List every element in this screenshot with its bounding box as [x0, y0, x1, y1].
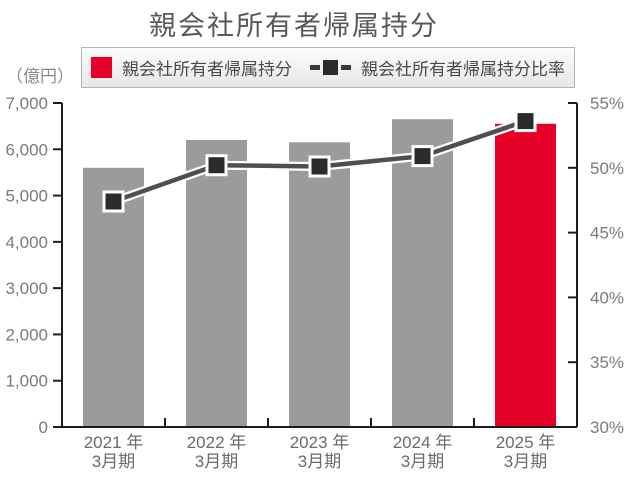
- right-axis-tick-label: 55%: [590, 94, 624, 113]
- left-axis-tick-label: 1,000: [5, 372, 48, 391]
- x-axis-label: 2022 年 3月期: [187, 433, 247, 471]
- left-axis-tick-label: 2,000: [5, 325, 48, 344]
- x-axis-label: 2025 年 3月期: [496, 433, 556, 471]
- ratio-marker-2021: [102, 190, 125, 213]
- left-axis-tick-label: 5,000: [5, 187, 48, 206]
- chart-title: 親会社所有者帰属持分: [149, 11, 439, 41]
- legend: 親会社所有者帰属持分 親会社所有者帰属持分比率: [81, 47, 575, 88]
- right-axis-tick-label: 35%: [590, 353, 624, 372]
- bar-2025: [495, 123, 556, 428]
- legend-line-label: 親会社所有者帰属持分比率: [361, 60, 565, 79]
- right-axis-tick-label: 45%: [590, 224, 624, 243]
- left-axis-tick-label: 7,000: [5, 94, 48, 113]
- right-axis-tick-label: 30%: [590, 418, 624, 437]
- ratio-marker-2024: [411, 145, 434, 168]
- left-axis-unit-label: （億円）: [6, 67, 74, 86]
- right-axis-tick-label: 40%: [590, 288, 624, 307]
- left-axis-tick-label: 6,000: [5, 140, 48, 159]
- legend-bar-label: 親会社所有者帰属持分: [122, 60, 292, 79]
- ratio-marker-2025: [514, 110, 537, 133]
- legend-dash-icon: [310, 65, 320, 70]
- ratio-marker-2022: [205, 154, 228, 177]
- left-axis-tick-label: 4,000: [5, 233, 48, 252]
- right-axis-tick-label: 50%: [590, 159, 624, 178]
- x-axis-label: 2021 年 3月期: [84, 433, 144, 471]
- x-axis-label: 2023 年 3月期: [290, 433, 350, 471]
- x-axis-label: 2024 年 3月期: [393, 433, 453, 471]
- legend-bar-swatch: [91, 57, 112, 78]
- legend-square-icon: [323, 60, 338, 75]
- bar-2023: [289, 142, 350, 428]
- legend-line-marker-icon: [310, 60, 351, 75]
- bar-2022: [186, 140, 247, 427]
- left-axis-tick-label: 3,000: [5, 279, 48, 298]
- legend-dash-icon: [341, 65, 351, 70]
- left-axis-tick-label: 0: [39, 418, 48, 437]
- ratio-marker-2023: [308, 155, 331, 178]
- bar-2024: [392, 119, 453, 427]
